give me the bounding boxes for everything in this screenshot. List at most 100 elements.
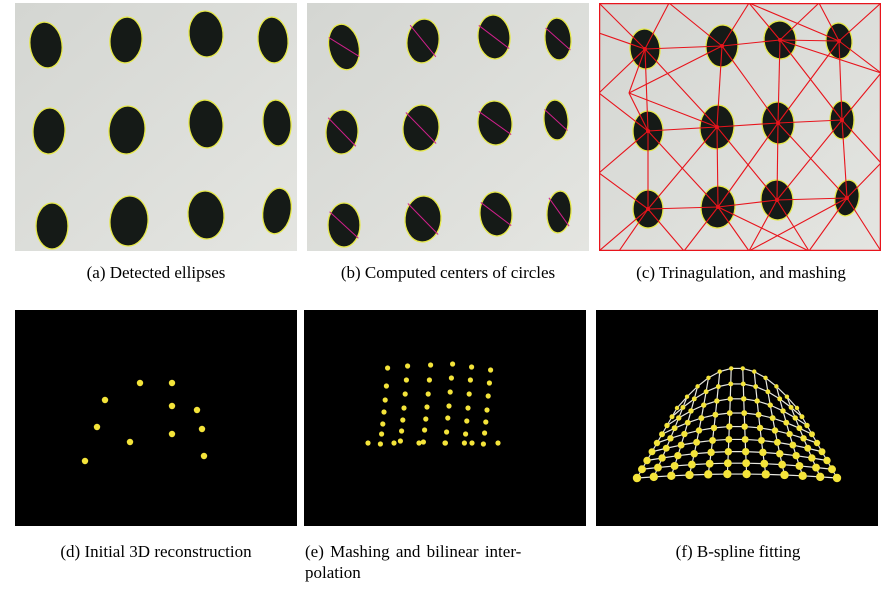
mesh-edge bbox=[779, 39, 881, 74]
reconstructed-point bbox=[136, 379, 144, 387]
spline-edge bbox=[676, 396, 688, 409]
mesh-edge bbox=[644, 48, 649, 132]
spline-control-point bbox=[816, 472, 825, 482]
mesh-node bbox=[776, 121, 780, 125]
interpolated-point bbox=[495, 440, 501, 446]
center-line bbox=[409, 24, 437, 58]
mesh-edge bbox=[846, 197, 881, 251]
interpolated-point bbox=[400, 417, 406, 423]
spline-control-point bbox=[741, 410, 748, 416]
interpolated-point bbox=[416, 440, 422, 446]
spline-control-point bbox=[690, 450, 698, 458]
panel-f-bspline bbox=[596, 310, 878, 526]
mesh-edge bbox=[628, 92, 718, 128]
spline-control-point bbox=[709, 436, 717, 444]
mesh-edge bbox=[838, 40, 843, 121]
interpolated-point bbox=[442, 440, 448, 446]
mesh-edge bbox=[628, 92, 649, 132]
spline-control-point bbox=[796, 425, 803, 432]
mesh-edge bbox=[683, 206, 719, 251]
panel-d-initial-3d bbox=[15, 310, 297, 526]
mesh-edge bbox=[818, 3, 840, 42]
spline-control-point bbox=[632, 473, 642, 483]
mesh-edge bbox=[721, 3, 750, 47]
spline-control-point bbox=[726, 423, 733, 430]
spline-control-point bbox=[774, 384, 779, 389]
mesh-edge bbox=[644, 45, 723, 50]
panel-b-computed-centers bbox=[307, 3, 589, 251]
spline-control-point bbox=[828, 465, 836, 474]
spline-control-point bbox=[741, 423, 748, 430]
panel-a-detected-ellipses bbox=[15, 3, 297, 251]
reconstructed-point bbox=[168, 379, 176, 387]
spline-control-point bbox=[798, 471, 807, 481]
mesh-edge bbox=[748, 3, 781, 41]
mesh-node bbox=[775, 198, 779, 202]
interpolated-point bbox=[485, 393, 491, 399]
interpolated-point bbox=[399, 428, 405, 434]
caption-b: (b) Computed centers of circles bbox=[340, 263, 556, 282]
mesh-node bbox=[840, 118, 844, 122]
mesh-edge bbox=[716, 122, 779, 128]
mesh-edge bbox=[717, 206, 750, 251]
hole-ellipse bbox=[257, 16, 289, 64]
center-line bbox=[407, 203, 439, 235]
interpolated-point bbox=[463, 431, 469, 437]
mesh-edge bbox=[841, 119, 881, 164]
point-cloud-d bbox=[81, 379, 208, 465]
mesh-edge bbox=[841, 119, 848, 199]
interpolated-point bbox=[382, 397, 388, 403]
spline-control-point bbox=[729, 366, 734, 371]
interpolated-point bbox=[425, 391, 431, 397]
spline-control-point bbox=[778, 460, 787, 469]
spline-control-point bbox=[667, 435, 674, 442]
mesh-edge bbox=[846, 162, 881, 199]
reconstructed-point bbox=[126, 438, 134, 446]
caption-e-line1: (e) Mashing and bilinear inter- bbox=[305, 542, 522, 561]
center-line bbox=[405, 112, 437, 144]
mesh-node bbox=[778, 38, 782, 42]
spline-control-point bbox=[691, 396, 697, 402]
spline-control-point bbox=[784, 394, 790, 399]
spline-control-point bbox=[763, 375, 768, 380]
interpolated-point bbox=[402, 391, 408, 397]
spline-control-point bbox=[717, 369, 722, 374]
mesh-edge bbox=[777, 39, 781, 124]
mesh-node bbox=[715, 125, 719, 129]
hole-ellipse bbox=[188, 10, 224, 58]
mesh-node bbox=[845, 196, 849, 200]
spline-control-point bbox=[804, 422, 810, 429]
spline-control-point bbox=[671, 425, 678, 432]
spline-control-point bbox=[688, 408, 694, 414]
hole-ellipse bbox=[32, 107, 66, 155]
spline-edge bbox=[717, 371, 721, 387]
reconstructed-point bbox=[101, 396, 109, 404]
spline-control-point bbox=[765, 389, 771, 395]
spline-control-point bbox=[712, 411, 719, 418]
center-line bbox=[544, 109, 568, 131]
spline-control-point bbox=[684, 394, 690, 399]
interpolated-point bbox=[464, 418, 470, 424]
mesh-node bbox=[720, 44, 724, 48]
spline-edge bbox=[686, 385, 699, 398]
interpolated-point bbox=[426, 377, 432, 383]
interpolated-point bbox=[469, 440, 475, 446]
reconstructed-point bbox=[198, 425, 206, 433]
spline-control-point bbox=[653, 439, 661, 447]
spline-control-point bbox=[707, 448, 715, 457]
ellipse-photo-b bbox=[307, 3, 589, 251]
interpolated-point bbox=[444, 429, 450, 435]
interpolated-point bbox=[377, 441, 383, 447]
interpolated-point bbox=[391, 440, 397, 446]
spline-control-point bbox=[754, 398, 760, 404]
mesh-edge bbox=[618, 208, 649, 251]
mesh-edge bbox=[808, 197, 848, 251]
spline-control-point bbox=[698, 415, 705, 421]
caption-d: (d) Initial 3D reconstruction bbox=[60, 542, 252, 561]
spline-control-point bbox=[783, 419, 790, 426]
center-line bbox=[480, 202, 512, 226]
mesh-node bbox=[646, 129, 650, 133]
spline-control-point bbox=[684, 419, 691, 426]
spline-control-point bbox=[740, 366, 745, 371]
spline-control-point bbox=[808, 454, 816, 462]
